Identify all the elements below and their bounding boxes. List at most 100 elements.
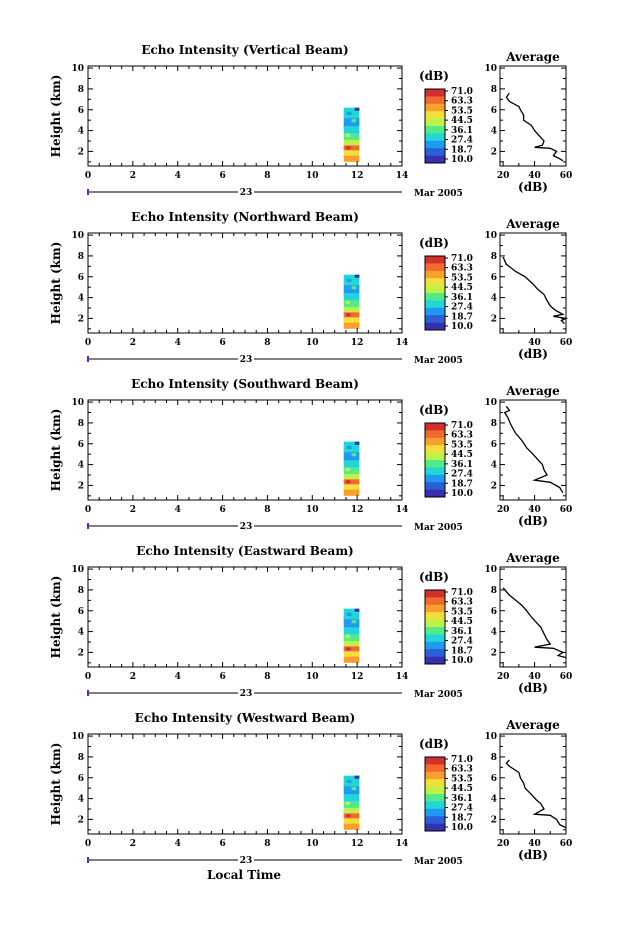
echo-cell [343, 484, 360, 490]
profile-frame [499, 566, 567, 668]
profile-line [502, 587, 567, 659]
echo-cell [343, 801, 360, 808]
profile-title: Average [505, 217, 560, 231]
x-tick-label: 2 [130, 839, 136, 849]
colorbar-label: 63.3 [451, 765, 473, 775]
x-tick-label: 14 [396, 839, 409, 849]
profile-x-tick-label: 60 [560, 672, 573, 682]
y-tick-label: 10 [71, 732, 84, 742]
colorbar-swatch [425, 757, 445, 765]
echo-cell [343, 818, 360, 824]
echo-cell [351, 620, 357, 624]
echo-cell [346, 146, 351, 150]
x-tick-label: 6 [219, 338, 225, 348]
y-axis-label: Height (km) [49, 743, 63, 826]
colorbar-label: 10.0 [451, 322, 473, 332]
echo-cell [353, 322, 358, 326]
profile-x-tick-label: 40 [528, 505, 541, 515]
echo-cell [343, 651, 360, 657]
profile-y-tick-label: 2 [491, 481, 497, 491]
colorbar-swatch [425, 460, 445, 468]
colorbar-swatch [425, 307, 445, 316]
colorbar-label: 27.4 [451, 470, 473, 480]
profile-y-tick-label: 10 [484, 398, 497, 408]
colorbar-swatch [425, 612, 445, 620]
echo-cell [354, 107, 360, 111]
x-tick-label: 4 [175, 171, 181, 181]
colorbar-swatch [425, 293, 445, 301]
profile-y-tick-label: 10 [484, 565, 497, 575]
profile-y-tick-label: 8 [491, 419, 497, 429]
x-tick-label: 10 [306, 672, 319, 682]
y-tick-label: 8 [78, 85, 84, 95]
x-tick-label: 14 [396, 672, 409, 682]
profile-y-tick-label: 8 [491, 753, 497, 763]
echo-cell [353, 489, 358, 493]
profile-x-label: (dB) [518, 180, 548, 194]
x-tick-label: 0 [85, 505, 91, 515]
echo-cell [343, 126, 360, 134]
colorbar-label: 10.0 [451, 489, 473, 499]
echo-cell [346, 278, 352, 282]
date-day: 23 [240, 522, 253, 532]
x-tick-label: 12 [351, 171, 364, 181]
x-tick-label: 4 [175, 338, 181, 348]
echo-cell [353, 155, 358, 159]
x-tick-label: 2 [130, 672, 136, 682]
date-day: 23 [240, 355, 253, 365]
echo-cell [343, 317, 360, 323]
colorbar-swatch [425, 278, 445, 286]
echo-cell [343, 460, 360, 468]
y-tick-label: 6 [78, 607, 84, 617]
colorbar-label: 44.5 [451, 116, 473, 126]
colorbar-swatch [425, 103, 445, 112]
colorbar-label: 71.0 [451, 588, 473, 598]
echo-cell [343, 794, 360, 802]
echo-cell [346, 313, 351, 317]
echo-cell [351, 453, 357, 457]
profile-y-tick-label: 2 [491, 147, 497, 157]
colorbar-label: 44.5 [451, 450, 473, 460]
profile-x-tick-label: 40 [528, 672, 541, 682]
colorbar-label: 44.5 [451, 784, 473, 794]
colorbar-label: 10.0 [451, 155, 473, 165]
date-month: Mar 2005 [414, 690, 463, 700]
echo-cell [345, 467, 350, 471]
colorbar-swatch [425, 590, 445, 598]
echo-cell [343, 300, 360, 307]
echo-cell [343, 823, 360, 830]
colorbar-swatch [425, 89, 445, 97]
date-day-bg [238, 854, 254, 865]
profile-x-tick-label: 40 [528, 171, 541, 181]
x-tick-label: 10 [306, 338, 319, 348]
echo-cell [343, 807, 360, 814]
y-tick-label: 6 [78, 106, 84, 116]
profile-y-tick-label: 4 [491, 127, 497, 137]
panel-title: Echo Intensity (Northward Beam) [131, 210, 359, 224]
x-tick-label: 6 [219, 839, 225, 849]
y-tick-label: 8 [78, 586, 84, 596]
colorbar-swatch [425, 801, 445, 810]
colorbar-label: 44.5 [451, 617, 473, 627]
echo-cell [353, 656, 358, 660]
x-tick-label: 0 [85, 171, 91, 181]
echo-cell [343, 634, 360, 641]
date-month: Mar 2005 [414, 523, 463, 533]
y-tick-label: 4 [78, 127, 84, 137]
colorbar-label: 18.7 [451, 145, 473, 155]
colorbar-swatch [425, 133, 445, 142]
colorbar-swatch [425, 627, 445, 635]
profile-line [503, 405, 564, 494]
colorbar-swatch [425, 474, 445, 483]
colorbar-swatch [425, 656, 445, 665]
echo-cell [351, 119, 357, 123]
colorbar-swatch [425, 604, 445, 613]
x-tick-label: 4 [175, 839, 181, 849]
colorbar-label: 36.1 [451, 460, 473, 470]
echo-cell [343, 627, 360, 635]
beam-panel-4: Echo Intensity (Eastward Beam) Height (km… [49, 544, 572, 700]
profile-y-tick-label: 2 [491, 815, 497, 825]
colorbar-label: 10.0 [451, 823, 473, 833]
date-day: 23 [240, 856, 253, 866]
date-day: 23 [240, 689, 253, 699]
